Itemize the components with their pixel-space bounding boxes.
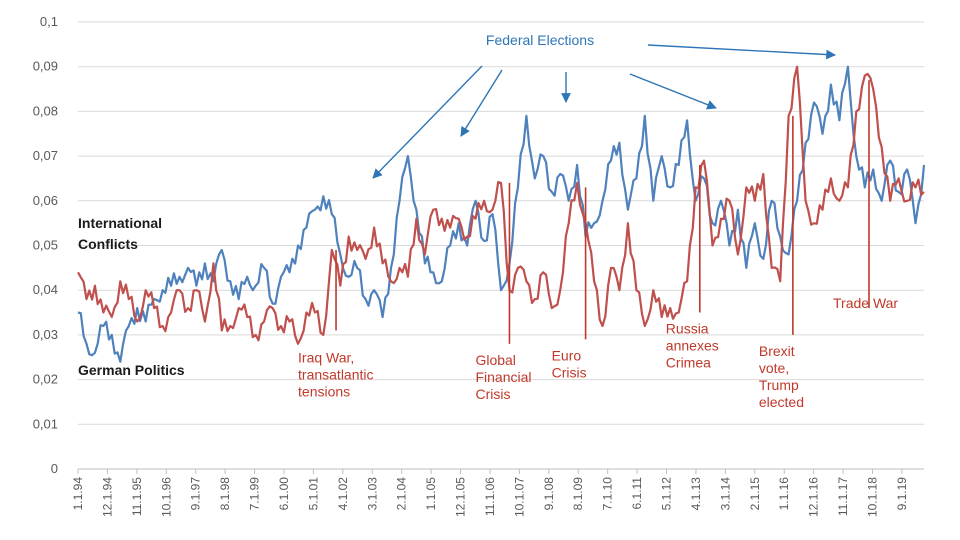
event-annotation-line: Crisis — [475, 386, 510, 402]
x-tick-label: 6.1.00 — [277, 477, 291, 511]
event-annotation-line: Crisis — [552, 364, 587, 380]
y-tick-label: 0,09 — [33, 59, 58, 74]
x-tick-label: 5.1.12 — [660, 477, 674, 511]
event-annotation-line: transatlantic — [298, 366, 373, 382]
x-tick-label: 9.1.19 — [895, 477, 909, 511]
series-line-international-conflicts — [77, 65, 926, 363]
series-label-line: International — [78, 215, 162, 231]
x-tick-label: 12.1.16 — [807, 477, 821, 517]
x-tick-label: 1.1.94 — [71, 477, 85, 511]
y-tick-label: 0,04 — [33, 282, 58, 297]
x-tick-label: 6.1.11 — [630, 477, 644, 510]
event-annotation: Russia annexes Crimea — [666, 321, 719, 371]
event-annotation-line: elected — [759, 394, 804, 410]
y-tick-label: 0,03 — [33, 327, 58, 342]
event-annotation-line: tensions — [298, 383, 350, 399]
x-tick-label: 7.1.10 — [601, 477, 615, 511]
series-label-german-politics: German Politics — [78, 362, 185, 378]
event-annotation-line: Trump — [759, 377, 799, 393]
y-tick-label: 0,01 — [33, 416, 58, 431]
x-tick-label: 8.1.98 — [218, 477, 232, 511]
y-tick-label: 0,02 — [33, 372, 58, 387]
event-annotation-line: Crimea — [666, 355, 711, 371]
y-axis-ticks: 0 0,01 0,02 0,03 0,04 0,05 0,06 0,07 0,08 0,09 0,1 — [33, 14, 58, 476]
x-tick-label: 12.1.94 — [100, 477, 114, 517]
x-tick-label: 5.1.01 — [306, 477, 320, 511]
y-tick-label: 0,08 — [33, 103, 58, 118]
federal-election-arrow — [372, 65, 483, 179]
x-axis-ticks: 1.1.94 12.1.94 11.1.95 10.1.96 9.1.97 8.1.98 7… — [71, 469, 909, 517]
series-labels: International Conflicts German Politics — [78, 215, 185, 378]
x-tick-label: 9.1.97 — [189, 477, 203, 511]
event-annotation-line: Iraq War, — [298, 349, 354, 365]
event-annotation-line: Russia — [666, 321, 709, 337]
x-tick-label: 11.1.06 — [483, 477, 497, 516]
event-annotation: Brexit vote, Trump elected — [759, 343, 804, 410]
x-tick-label: 11.1.17 — [836, 477, 850, 516]
x-tick-label: 3.1.14 — [718, 477, 732, 511]
gridlines — [78, 21, 924, 425]
event-annotation: Euro Crisis — [552, 347, 587, 380]
x-tick-label: 9.1.08 — [542, 477, 556, 511]
x-tick-label: 3.1.03 — [365, 477, 379, 511]
federal-election-arrow — [629, 73, 717, 110]
x-tick-label: 10.1.18 — [866, 477, 880, 517]
series-label-international-conflicts: International Conflicts — [78, 215, 166, 252]
federal-elections-annotation: Federal Elections — [372, 32, 836, 179]
x-tick-label: 1.1.05 — [424, 477, 438, 511]
event-annotation-line: Global — [475, 352, 515, 368]
event-annotation: Trade War — [833, 295, 898, 311]
series-line-german-politics — [77, 65, 925, 345]
y-tick-label: 0 — [51, 461, 58, 476]
federal-election-arrow — [460, 69, 503, 137]
x-tick-label: 10.1.96 — [159, 477, 173, 517]
federal-election-arrow — [647, 44, 836, 60]
event-annotation-line: Euro — [552, 347, 582, 363]
x-tick-label: 8.1.09 — [571, 477, 585, 511]
event-annotation-line: annexes — [666, 338, 719, 354]
x-tick-label: 12.1.05 — [454, 477, 468, 517]
event-annotation-line: vote, — [759, 360, 789, 376]
federal-elections-label: Federal Elections — [486, 32, 594, 48]
x-tick-label: 4.1.13 — [689, 477, 703, 511]
event-annotation-line: Brexit — [759, 343, 795, 359]
y-tick-label: 0,1 — [40, 14, 58, 29]
x-tick-label: 4.1.02 — [336, 477, 350, 511]
event-annotations: Iraq War, transatlantic tensions Global Fina… — [298, 80, 898, 410]
event-annotation-line: Financial — [475, 369, 531, 385]
x-tick-label: 2.1.04 — [395, 477, 409, 511]
event-annotation: Iraq War, transatlantic tensions — [298, 349, 373, 399]
x-tick-label: 10.1.07 — [512, 477, 526, 517]
series-label-line: Conflicts — [78, 236, 138, 252]
x-tick-label: 7.1.99 — [248, 477, 262, 511]
x-tick-label: 2.1.15 — [748, 477, 762, 511]
y-tick-label: 0,05 — [33, 238, 58, 253]
event-annotation: Global Financial Crisis — [475, 352, 531, 402]
series-lines — [77, 65, 926, 363]
event-annotation-line: Trade War — [833, 295, 898, 311]
x-tick-label: 11.1.95 — [130, 477, 144, 516]
y-tick-label: 0,07 — [33, 148, 58, 163]
x-tick-label: 1.1.16 — [777, 477, 791, 511]
y-tick-label: 0,06 — [33, 193, 58, 208]
